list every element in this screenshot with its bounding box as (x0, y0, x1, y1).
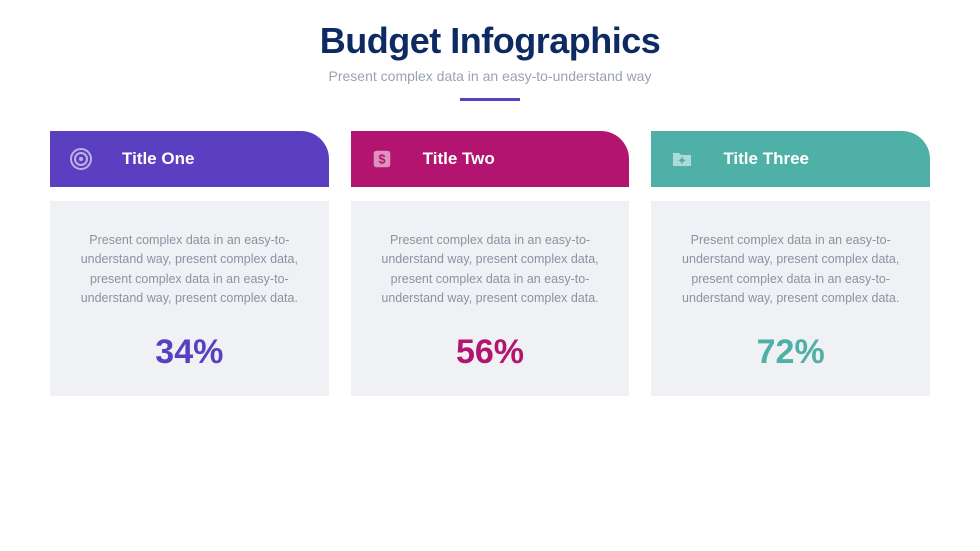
card-percent: 34% (155, 333, 223, 372)
card-header: $ Title Two (351, 131, 630, 187)
infographic-page: Budget Infographics Present complex data… (0, 0, 980, 551)
card-one: Title One Present complex data in an eas… (50, 131, 329, 396)
card-title: Title One (122, 149, 311, 169)
page-title: Budget Infographics (320, 20, 661, 62)
card-percent: 56% (456, 333, 524, 372)
cards-row: Title One Present complex data in an eas… (50, 131, 930, 396)
card-body: Present complex data in an easy-to-under… (351, 201, 630, 396)
card-percent: 72% (757, 333, 825, 372)
card-header: Title One (50, 131, 329, 187)
svg-text:$: $ (378, 152, 385, 167)
card-title: Title Two (423, 149, 612, 169)
card-body: Present complex data in an easy-to-under… (50, 201, 329, 396)
gear-folder-icon (669, 146, 695, 172)
target-icon (68, 146, 94, 172)
dollar-icon: $ (369, 146, 395, 172)
card-title: Title Three (723, 149, 912, 169)
title-divider (460, 98, 520, 101)
card-description: Present complex data in an easy-to-under… (78, 231, 301, 309)
card-two: $ Title Two Present complex data in an e… (351, 131, 630, 396)
card-description: Present complex data in an easy-to-under… (379, 231, 602, 309)
card-body: Present complex data in an easy-to-under… (651, 201, 930, 396)
page-subtitle: Present complex data in an easy-to-under… (329, 68, 652, 84)
card-three: Title Three Present complex data in an e… (651, 131, 930, 396)
card-header: Title Three (651, 131, 930, 187)
card-description: Present complex data in an easy-to-under… (679, 231, 902, 309)
